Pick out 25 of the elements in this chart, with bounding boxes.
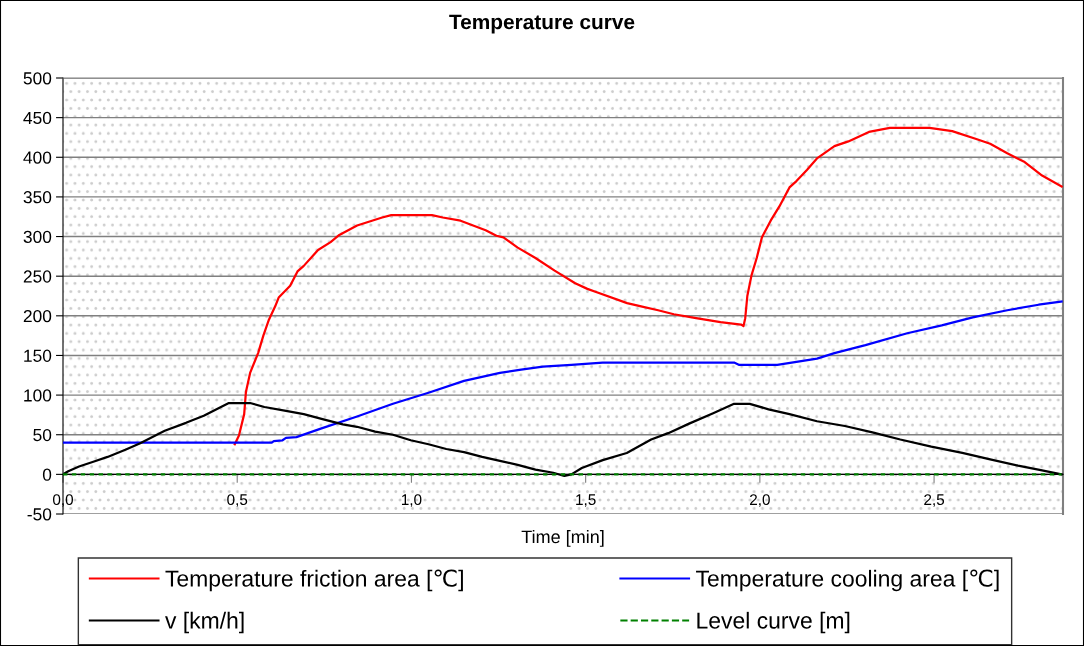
legend-label: Level curve [m]: [697, 611, 850, 634]
chart-title: Temperature curve: [449, 14, 635, 34]
x-axis-title: Time [min]: [521, 530, 604, 547]
line-series: [63, 300, 1063, 444]
y-tick-label: 100: [24, 389, 52, 402]
y-tick-label: 250: [23, 270, 52, 283]
legend-label: v [km/h]: [165, 611, 244, 634]
legend-label: Temperature friction area [℃]: [165, 569, 463, 592]
y-tick-label: 150: [24, 349, 52, 362]
legend-label: Temperature cooling area [℃]: [696, 569, 999, 592]
x-tick-label: 1,5: [576, 494, 596, 507]
x-tick-label: 2,0: [750, 494, 770, 507]
x-tick-label: 1,0: [401, 494, 422, 507]
x-tick-label: 0,5: [227, 494, 248, 507]
y-tick-label: 350: [23, 191, 52, 204]
y-tick-label: 200: [23, 309, 52, 323]
x-tick-label: 2,5: [924, 494, 945, 507]
y-tick-label: 450: [23, 111, 52, 125]
y-tick-label: 500: [23, 72, 52, 85]
y-tick-label: 300: [23, 230, 52, 244]
y-tick-label: 0: [42, 468, 52, 481]
y-tick-label: 400: [23, 151, 52, 164]
y-tick-label: 50: [33, 428, 52, 442]
line-series: [233, 126, 1063, 446]
y-tick-label: -50: [27, 508, 52, 521]
